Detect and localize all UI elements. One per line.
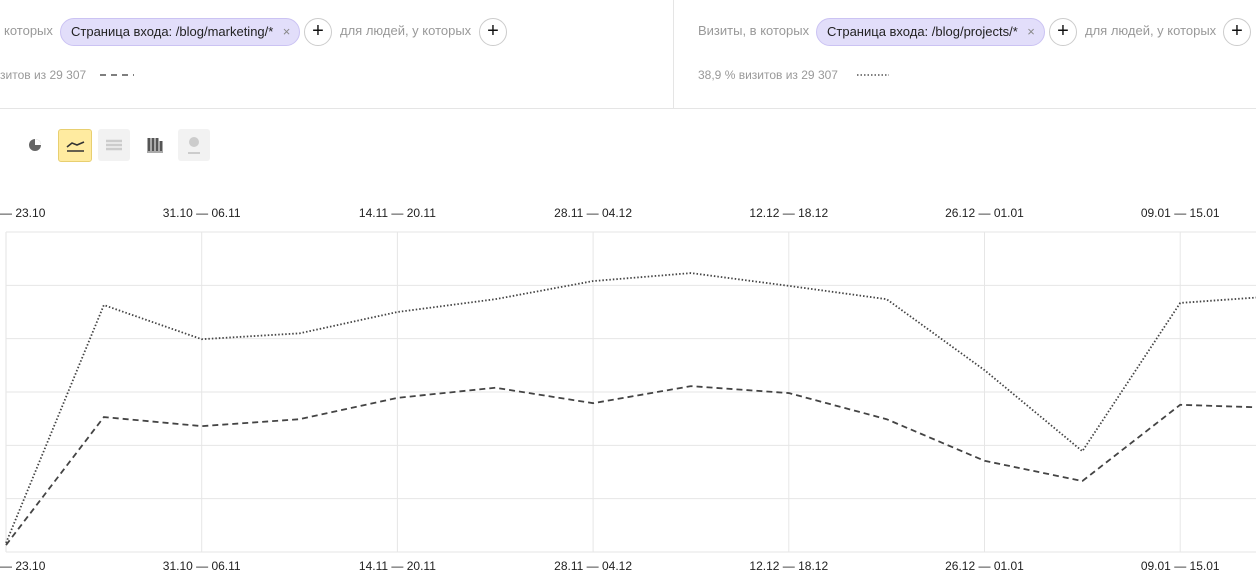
bar-icon[interactable] <box>138 129 170 161</box>
x-tick-label: 09.01 — 15.01 <box>1141 206 1220 220</box>
legend-dashed <box>100 74 134 76</box>
line-icon[interactable] <box>58 129 92 162</box>
divider <box>673 0 674 108</box>
series-line <box>5 385 1256 546</box>
map-icon[interactable] <box>178 129 210 161</box>
x-tick-label: 14.11 — 20.11 <box>359 559 436 573</box>
x-tick-label: 12.12 — 18.12 <box>749 559 828 573</box>
x-tick-label: 26.12 — 01.01 <box>945 559 1024 573</box>
x-tick-label: — 23.10 <box>0 206 46 220</box>
add-button[interactable]: + <box>479 18 507 46</box>
segment-chip[interactable]: Страница входа: /blog/marketing/* × <box>60 18 301 46</box>
chart: — 23.10 — 23.10 31.10 — 06.11 31.10 — 06.11… <box>0 206 1256 573</box>
add-button[interactable]: + <box>1049 18 1077 46</box>
x-tick-label: 28.11 — 04.12 <box>554 206 632 220</box>
x-tick-label: 12.12 — 18.12 <box>749 206 828 220</box>
x-tick-label: 14.11 — 20.11 <box>359 206 436 220</box>
series-line <box>5 272 1256 544</box>
chip-remove[interactable]: × <box>282 24 291 39</box>
x-tick-label: — 23.10 <box>0 559 46 573</box>
area-icon[interactable] <box>98 129 130 161</box>
x-tick-label: 28.11 — 04.12 <box>554 559 632 573</box>
segment-prefix: которых <box>4 23 53 38</box>
segment-share: 38,9 % визитов из 29 307 <box>698 68 838 82</box>
segment-people: для людей, у которых <box>340 23 472 38</box>
segment-people: для людей, у которых <box>1085 23 1217 38</box>
x-tick-label: 31.10 — 06.11 <box>163 206 241 220</box>
add-button[interactable]: + <box>304 18 332 46</box>
chip-remove[interactable]: × <box>1027 24 1035 39</box>
x-tick-label: 31.10 — 06.11 <box>163 559 241 573</box>
legend-dotted <box>857 74 889 76</box>
chip-text: Страница входа: /blog/projects/* <box>827 24 1018 39</box>
x-tick-label: 26.12 — 01.01 <box>945 206 1024 220</box>
segment-share: зитов из 29 307 <box>0 68 87 82</box>
x-tick-label: 09.01 — 15.01 <box>1141 559 1220 573</box>
segment-prefix: Визиты, в которых <box>698 23 810 38</box>
chip-text: Страница входа: /blog/marketing/* <box>71 24 274 39</box>
pie-icon[interactable] <box>20 129 52 161</box>
divider <box>0 108 1256 109</box>
add-button[interactable]: + <box>1223 18 1251 46</box>
segment-chip[interactable]: Страница входа: /blog/projects/* × <box>816 18 1045 46</box>
